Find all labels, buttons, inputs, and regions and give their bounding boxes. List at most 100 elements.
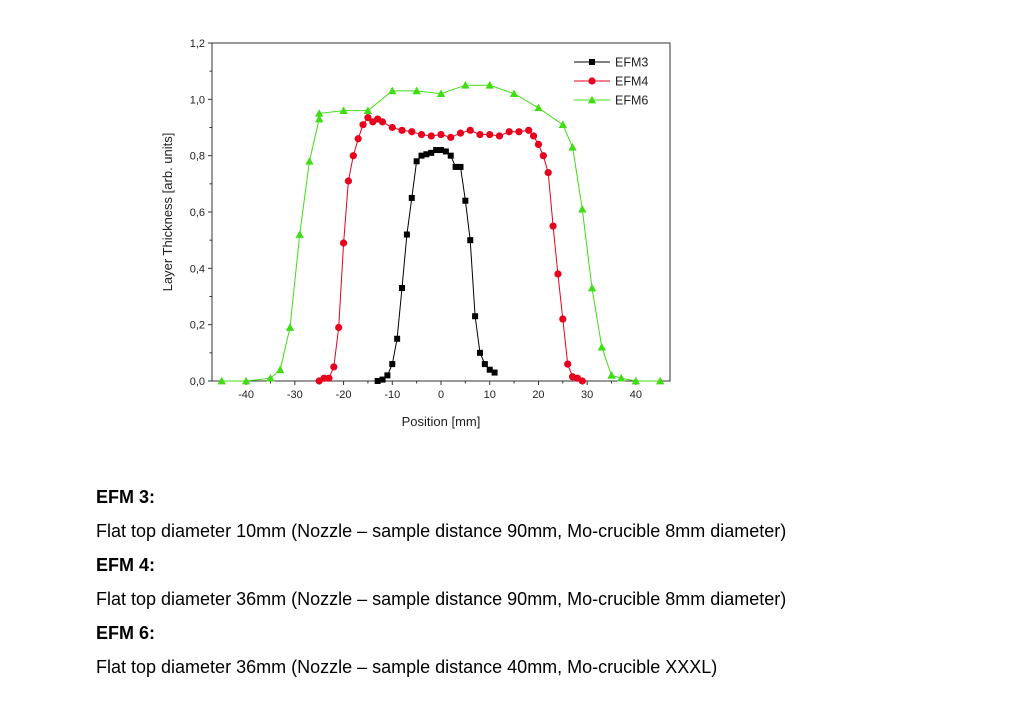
data-point-efm3 <box>462 197 469 204</box>
x-tick-label: 10 <box>484 389 496 401</box>
data-point-efm4 <box>476 130 484 139</box>
legend-label-efm3: EFM3 <box>615 56 648 70</box>
x-tick-label: 20 <box>532 389 544 401</box>
data-point-efm4 <box>359 121 367 129</box>
y-tick-label: 0,6 <box>190 207 205 219</box>
data-point-efm4 <box>549 222 557 230</box>
device-notes: EFM 3: Flat top diameter 10mm (Nozzle – … <box>96 486 1016 690</box>
note-text-efm4: Flat top diameter 36mm (Nozzle – sample … <box>96 589 787 609</box>
chart-legend: EFM3 EFM4 EFM6 <box>574 56 648 108</box>
data-point-efm6 <box>339 106 348 114</box>
data-point-efm4 <box>364 114 372 122</box>
data-point-efm4 <box>534 140 543 148</box>
thickness-chart: -40 -30 -20 -10 0 10 20 30 40 0,0 0,2 0,4 0,6 0,8 1,0 1… <box>160 38 671 429</box>
data-point-efm4 <box>505 128 513 136</box>
data-point-efm6 <box>587 283 597 292</box>
series-efm6 <box>217 81 665 385</box>
data-point-efm6 <box>607 371 616 379</box>
data-point-efm3 <box>438 147 444 154</box>
data-point-efm4 <box>417 130 426 139</box>
data-point-efm4 <box>344 177 353 185</box>
note-text-efm3: Flat top diameter 10mm (Nozzle – sample … <box>96 521 787 541</box>
data-point-efm3 <box>428 149 435 156</box>
data-point-efm3 <box>481 361 488 368</box>
data-point-efm3 <box>467 237 474 244</box>
data-point-efm6 <box>461 81 470 89</box>
legend-label-efm4: EFM4 <box>615 75 648 89</box>
data-point-efm3 <box>418 152 425 159</box>
x-tick-label: 40 <box>630 389 642 401</box>
data-point-efm6 <box>485 81 494 89</box>
data-point-efm3 <box>457 163 464 170</box>
data-point-efm4 <box>427 132 435 140</box>
data-point-efm3 <box>408 194 415 201</box>
data-point-efm4 <box>378 118 387 126</box>
data-point-efm3 <box>433 147 440 154</box>
series-efm3 <box>374 147 498 384</box>
data-point-efm4 <box>437 130 445 139</box>
data-point-efm3 <box>486 366 493 373</box>
data-point-efm4 <box>495 132 504 140</box>
data-point-efm6 <box>363 106 373 114</box>
data-point-efm4 <box>330 363 338 371</box>
y-tick-label: 1,0 <box>190 94 205 106</box>
data-point-efm6 <box>241 376 251 385</box>
data-point-efm4 <box>525 126 533 134</box>
data-point-efm6 <box>388 86 397 95</box>
data-point-efm4 <box>354 135 362 143</box>
y-tick-label: 0,0 <box>190 376 205 388</box>
x-tick-label: -30 <box>287 389 303 401</box>
data-point-efm3 <box>374 378 381 384</box>
data-point-efm6 <box>305 157 314 165</box>
data-point-efm3 <box>413 158 420 165</box>
y-tick-label: 0,8 <box>190 151 205 163</box>
chart-axes: -40 -30 -20 -10 0 10 20 30 40 0,0 0,2 0,4 0,6 0,8 1,0 1… <box>190 38 671 401</box>
data-point-efm4 <box>335 323 343 332</box>
data-point-efm3 <box>447 152 454 159</box>
data-point-efm6 <box>568 143 577 151</box>
data-point-efm6 <box>578 204 587 213</box>
data-point-efm3 <box>384 372 391 379</box>
data-point-efm3 <box>423 151 430 158</box>
x-tick-label: -10 <box>384 389 400 401</box>
data-point-efm6 <box>436 89 446 98</box>
data-point-efm6 <box>558 120 568 129</box>
legend-marker-efm4 <box>588 77 596 85</box>
legend-label-efm6: EFM6 <box>615 94 648 108</box>
data-point-efm4 <box>529 132 538 140</box>
legend-marker-efm3 <box>589 59 595 65</box>
data-point-efm4 <box>486 130 494 139</box>
data-point-efm3 <box>491 369 498 376</box>
data-point-efm4 <box>559 315 567 323</box>
note-title-efm6: EFM 6: <box>96 623 156 643</box>
chart-series <box>217 81 665 385</box>
data-point-efm3 <box>389 361 396 368</box>
data-point-efm4 <box>466 126 474 134</box>
x-axis-title: Position [mm] <box>402 414 481 429</box>
data-point-efm6 <box>266 373 275 382</box>
data-point-efm6 <box>412 86 421 95</box>
note-title-efm4: EFM 4: <box>96 555 156 575</box>
y-axis-title: Layer Thickness [arb. units] <box>160 133 175 292</box>
y-tick-label: 0,4 <box>190 263 205 275</box>
data-point-efm4 <box>349 152 357 160</box>
data-point-efm6 <box>295 230 304 238</box>
data-point-efm6 <box>597 343 606 351</box>
data-point-efm6 <box>617 373 626 382</box>
legend-item-efm4: EFM4 <box>574 75 648 89</box>
data-point-efm3 <box>379 376 386 383</box>
legend-marker-efm6 <box>587 95 597 104</box>
x-tick-label: -20 <box>336 389 352 401</box>
y-tick-label: 0,2 <box>190 320 205 332</box>
data-point-efm3 <box>403 231 410 238</box>
data-point-efm6 <box>285 323 295 331</box>
series-line-efm3 <box>377 149 495 382</box>
series-line-efm6 <box>221 84 661 382</box>
data-point-efm3 <box>442 148 449 155</box>
x-tick-label: -40 <box>238 389 254 401</box>
data-point-efm6 <box>534 103 543 112</box>
data-point-efm3 <box>476 349 483 356</box>
data-point-efm6 <box>314 109 324 117</box>
legend-item-efm6: EFM6 <box>574 94 648 108</box>
data-point-efm4 <box>564 360 572 368</box>
